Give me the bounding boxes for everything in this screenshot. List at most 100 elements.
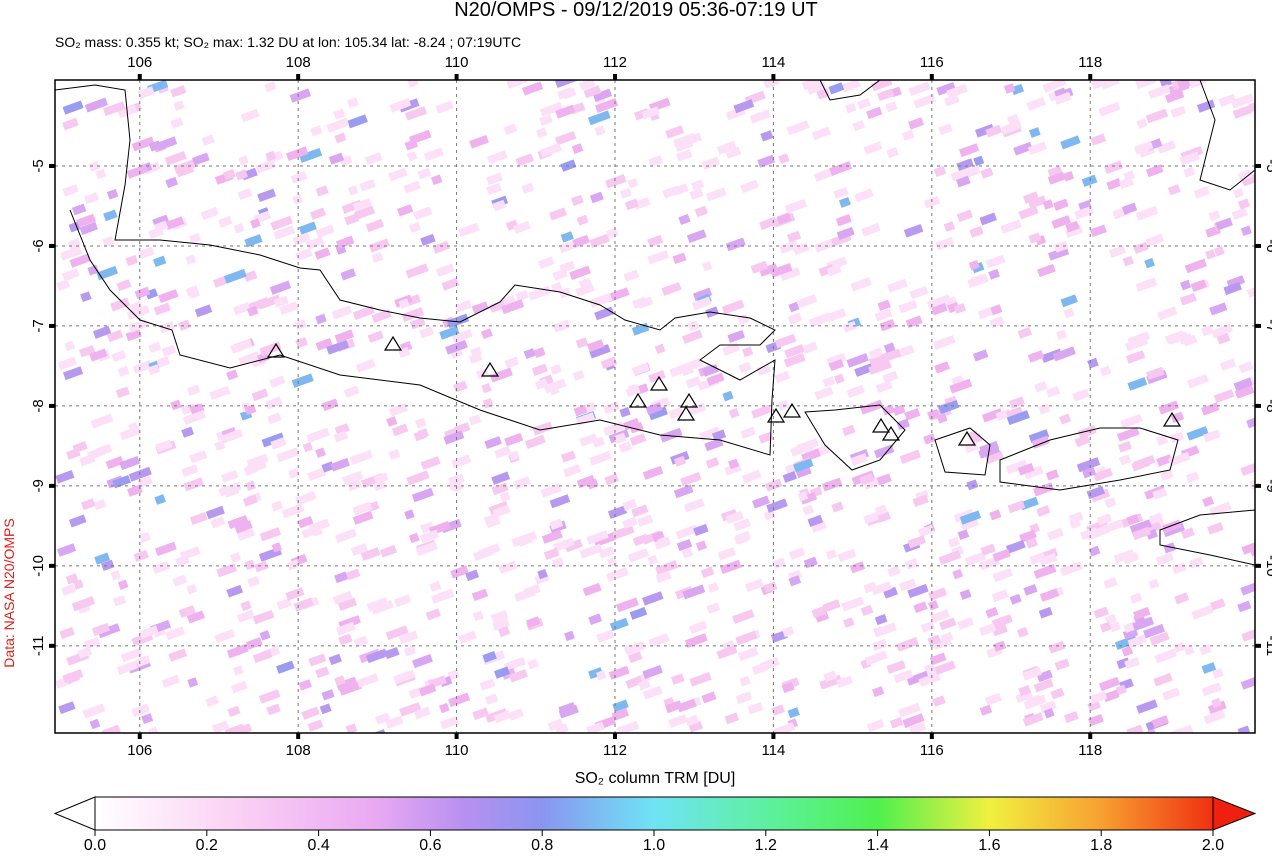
so2-cell [1145, 729, 1157, 733]
so2-cell [229, 552, 242, 563]
so2-cell [615, 597, 639, 613]
so2-cell [977, 307, 993, 320]
so2-cell [178, 605, 196, 618]
so2-cell [397, 204, 414, 217]
so2-cell [228, 723, 253, 733]
so2-cell [648, 406, 668, 421]
so2-cell [886, 147, 899, 159]
so2-cell [127, 484, 143, 497]
so2-cell [939, 617, 957, 631]
so2-cell [128, 422, 139, 433]
so2-cell [1152, 487, 1168, 500]
so2-cell [58, 701, 76, 715]
so2-cell [86, 446, 106, 461]
so2-cell [352, 305, 375, 320]
so2-cell [576, 474, 596, 489]
so2-cell [735, 530, 751, 543]
so2-cell [665, 125, 685, 139]
so2-cell [165, 216, 185, 230]
so2-cell [364, 152, 383, 166]
so2-cell [555, 104, 576, 119]
so2-cell [584, 401, 596, 413]
so2-cell [265, 396, 283, 410]
so2-cell [405, 294, 421, 307]
so2-cell [874, 622, 897, 638]
so2-cell [365, 648, 388, 664]
colorbar-tick-label: 0.8 [531, 837, 553, 853]
so2-cell [616, 720, 640, 733]
so2-cell [594, 306, 615, 321]
so2-cell [1132, 616, 1155, 632]
so2-cell [451, 454, 472, 469]
so2-cell [94, 552, 111, 565]
so2-cell [932, 695, 946, 707]
so2-cell [182, 410, 206, 425]
so2-cell [814, 386, 834, 401]
so2-cell [1065, 220, 1080, 233]
so2-cell [423, 147, 444, 162]
so2-cell [1019, 529, 1037, 543]
so2-cell [917, 524, 935, 538]
so2-cell [1003, 83, 1016, 94]
so2-cell [179, 546, 201, 561]
so2-cell [662, 185, 681, 199]
so2-cell [406, 470, 430, 486]
so2-cell [446, 313, 470, 329]
so2-cell [533, 347, 546, 358]
so2-cell [389, 98, 412, 113]
so2-cell [537, 256, 555, 269]
so2-cell [692, 287, 713, 302]
so2-cell [876, 473, 892, 486]
so2-cell [874, 504, 888, 516]
so2-cell [1135, 206, 1159, 221]
colorbar-tick-label: 0.0 [84, 837, 106, 853]
so2-cell [508, 708, 524, 721]
so2-cell [413, 206, 433, 220]
so2-cell [849, 561, 866, 574]
so2-cell [1232, 105, 1252, 119]
so2-cell [531, 363, 548, 376]
so2-cell [822, 376, 836, 388]
so2-cell [941, 296, 958, 309]
so2-cell [425, 608, 441, 621]
so2-cell [305, 236, 325, 250]
so2-cell [992, 548, 1011, 562]
so2-cell [933, 165, 947, 177]
so2-cell [737, 646, 759, 662]
so2-cell [1133, 606, 1151, 620]
so2-cell [1074, 205, 1095, 220]
so2-cell [968, 260, 980, 271]
so2-cell [892, 404, 906, 416]
so2-cell [877, 299, 891, 311]
so2-cell [1218, 93, 1237, 107]
so2-cell [211, 720, 230, 733]
so2-cell [125, 328, 142, 342]
so2-cell [1025, 537, 1038, 549]
so2-cell [1001, 120, 1022, 135]
so2-cell [980, 167, 994, 179]
so2-cell [751, 662, 769, 675]
so2-cell [1056, 329, 1067, 340]
so2-cell [1123, 170, 1136, 182]
so2-cell [898, 702, 921, 718]
so2-cell [1022, 666, 1043, 681]
so2-cell [106, 188, 119, 200]
so2-cell [852, 119, 866, 132]
so2-cell [314, 247, 331, 260]
so2-cell [886, 660, 906, 674]
coastline-bali [804, 404, 906, 471]
so2-cell [586, 530, 609, 545]
so2-cell [1148, 578, 1160, 590]
so2-cell [115, 386, 130, 399]
so2-cell [521, 182, 535, 194]
so2-cell [1108, 245, 1127, 258]
so2-cell [751, 495, 770, 509]
so2-cell [1098, 101, 1121, 117]
so2-cell [966, 479, 979, 491]
so2-cell [1045, 385, 1061, 398]
so2-cell [330, 457, 350, 472]
so2-cell [554, 723, 569, 733]
so2-cell [943, 221, 956, 232]
so2-cell [218, 481, 242, 497]
